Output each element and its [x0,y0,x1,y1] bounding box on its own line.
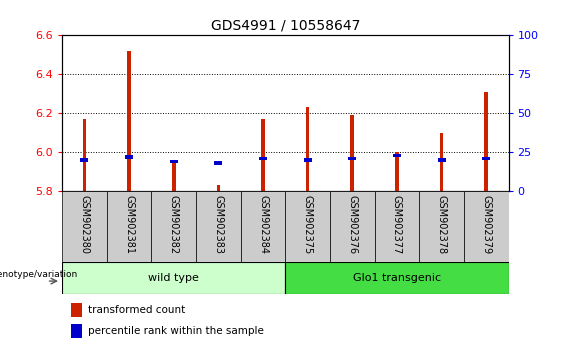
Bar [482,157,490,160]
Bar [419,191,464,262]
Text: GSM902376: GSM902376 [347,195,357,254]
Bar [71,324,82,338]
Bar [393,154,401,157]
Text: wild type: wild type [148,273,199,283]
Bar [71,303,82,317]
Text: Glo1 transgenic: Glo1 transgenic [353,273,441,283]
Bar [259,157,267,160]
Bar [484,92,488,191]
Bar [151,191,196,262]
Text: percentile rank within the sample: percentile rank within the sample [89,326,264,336]
Bar [306,107,310,191]
Bar [261,119,265,191]
Text: GSM902384: GSM902384 [258,195,268,254]
Text: GSM902377: GSM902377 [392,195,402,254]
Text: GSM902379: GSM902379 [481,195,491,254]
Text: GSM902382: GSM902382 [169,195,179,254]
Bar [395,152,399,191]
Bar [303,158,312,162]
Bar [375,191,419,262]
Title: GDS4991 / 10558647: GDS4991 / 10558647 [211,19,360,33]
Bar [350,115,354,191]
Text: GSM902383: GSM902383 [214,195,223,254]
Bar [440,133,444,191]
Text: genotype/variation: genotype/variation [0,270,77,279]
Bar [107,191,151,262]
Bar [170,160,178,163]
Bar [172,162,176,191]
Bar [80,158,89,162]
Bar [330,191,375,262]
Bar [348,157,357,160]
Bar [196,191,241,262]
Text: GSM902375: GSM902375 [303,195,312,254]
Bar [62,191,107,262]
Bar [464,191,508,262]
Bar [214,161,223,165]
Text: GSM902380: GSM902380 [80,195,89,254]
Bar [62,262,285,294]
Bar [285,191,330,262]
Bar [216,185,220,191]
Bar [285,262,508,294]
Bar [437,158,446,162]
Bar [125,155,133,159]
Bar [127,51,131,191]
Text: GSM902378: GSM902378 [437,195,446,254]
Text: GSM902381: GSM902381 [124,195,134,254]
Text: transformed count: transformed count [89,305,186,315]
Bar [241,191,285,262]
Bar [82,119,86,191]
